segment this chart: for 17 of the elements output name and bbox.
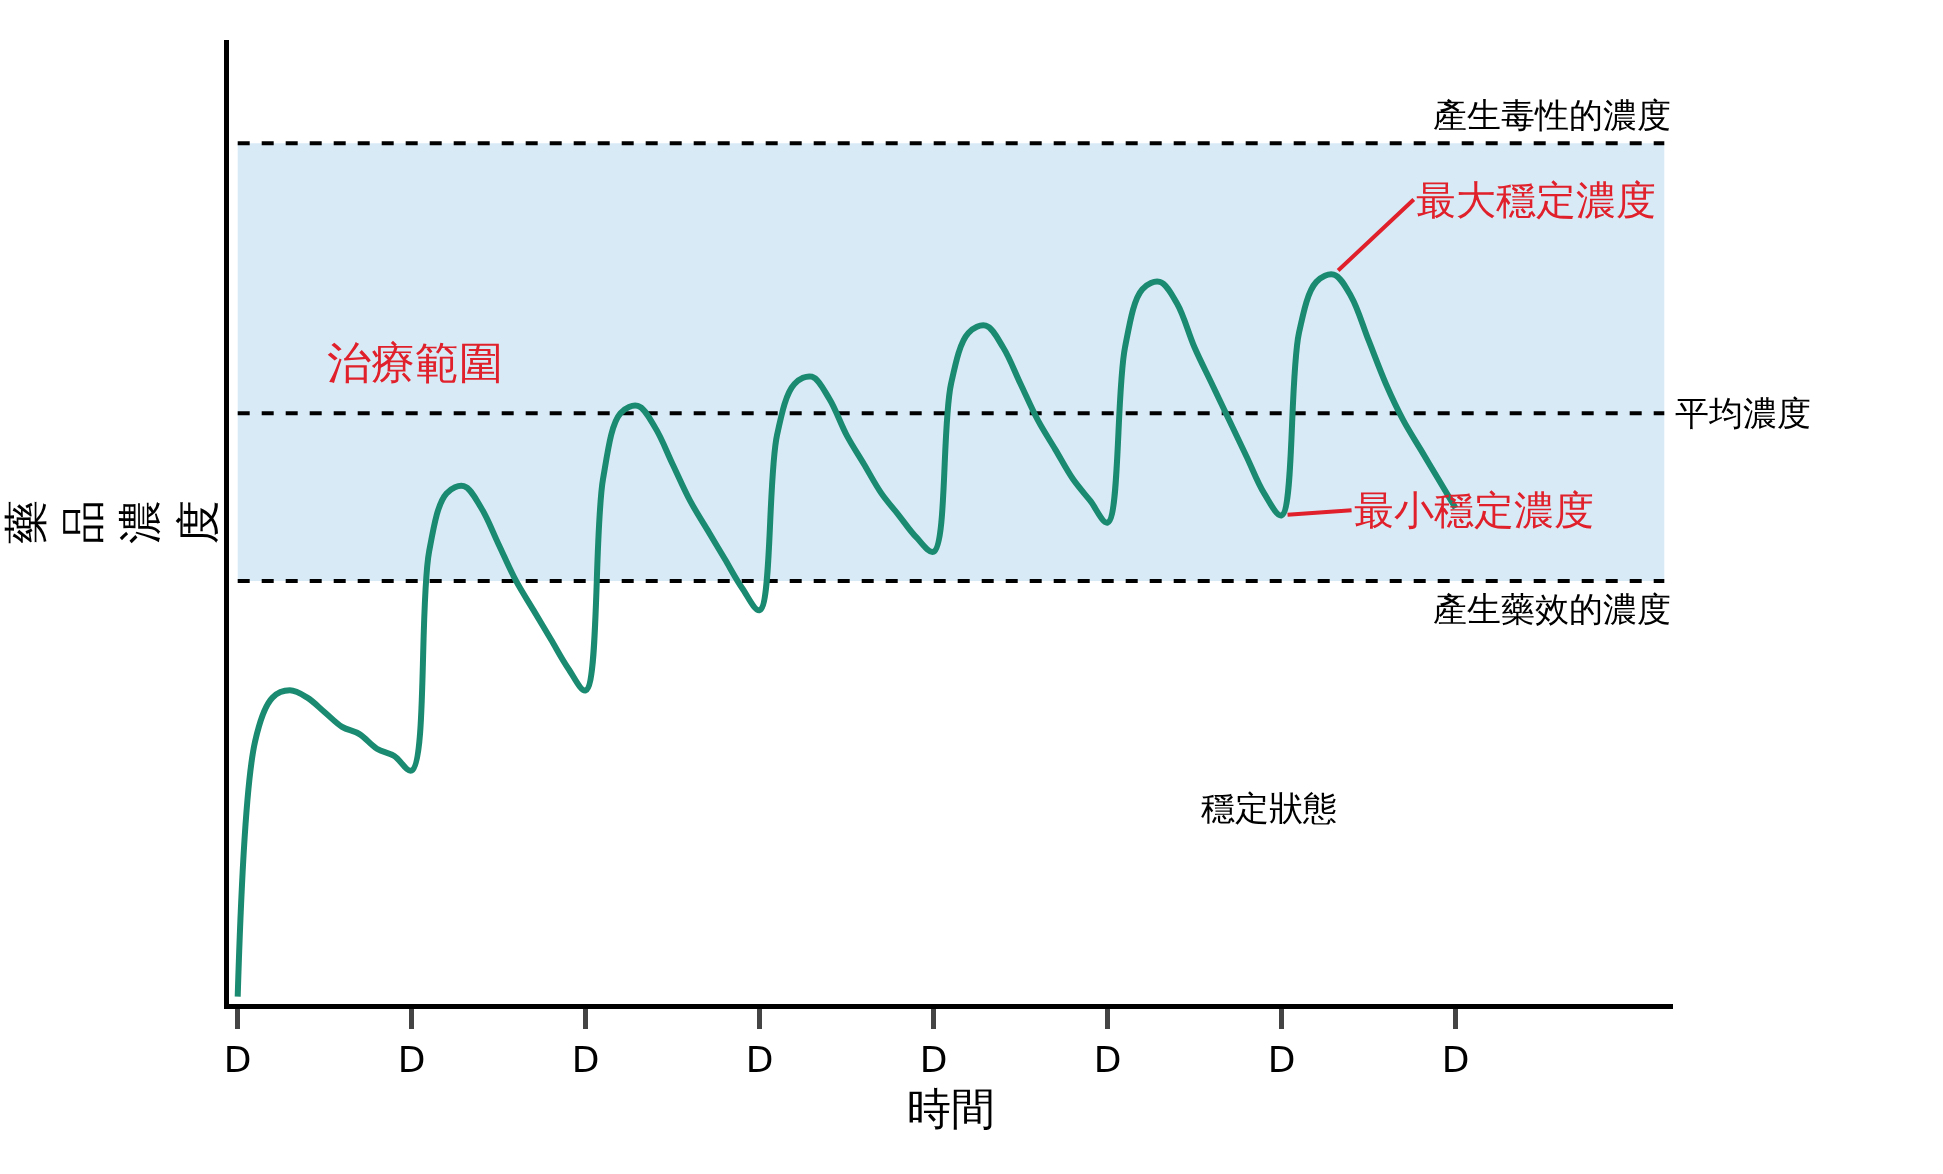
x-tick-label: D — [919, 1039, 948, 1081]
x-tick-label: D — [1441, 1039, 1470, 1081]
ref-line-label: 平均濃度 — [1675, 393, 1811, 433]
x-axis-title: 時間 — [907, 1082, 995, 1134]
text: 最大穩定濃度 — [1416, 177, 1656, 223]
x-tick-label: D — [397, 1039, 426, 1081]
x-tick-label: D — [745, 1039, 774, 1081]
x-tick-label: D — [571, 1039, 600, 1081]
band-label: 治療範圍 — [327, 337, 503, 388]
ref-line-label: 產生藥效的濃度 — [1433, 589, 1671, 629]
x-tick-label: D — [223, 1039, 252, 1081]
annotation: 最小穩定濃度 — [1354, 487, 1594, 533]
ref-line-label: 產生毒性的濃度 — [1433, 95, 1671, 135]
annotation: 穩定狀態 — [1201, 788, 1337, 828]
x-tick-label: D — [1093, 1039, 1122, 1081]
y-axis-title: 藥品濃度 — [0, 500, 223, 544]
x-tick-label: D — [1267, 1039, 1296, 1081]
